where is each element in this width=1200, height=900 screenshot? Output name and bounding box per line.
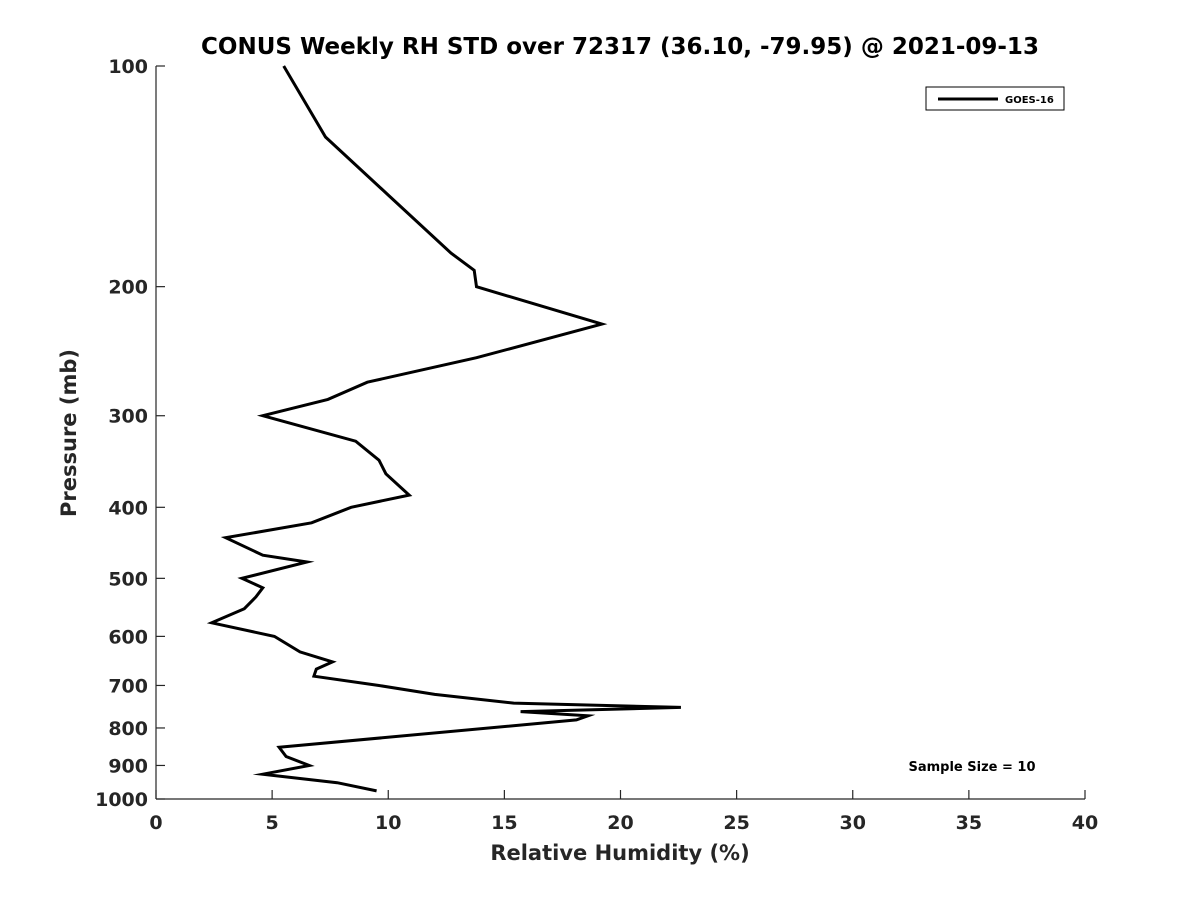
series-line-goes-16 (206, 65, 681, 793)
x-tick-label: 5 (266, 812, 279, 834)
x-tick-label: 30 (840, 812, 866, 834)
x-tick-label: 20 (607, 812, 633, 834)
x-tick-label: 15 (491, 812, 517, 834)
y-tick-label: 200 (108, 277, 148, 299)
y-tick-label: 500 (108, 568, 148, 590)
y-tick-label: 400 (108, 497, 148, 519)
x-tick-label: 35 (956, 812, 982, 834)
x-axis-title: Relative Humidity (%) (490, 841, 749, 865)
y-tick-label: 300 (108, 406, 148, 428)
y-tick-label: 800 (108, 718, 148, 740)
chart-title: CONUS Weekly RH STD over 72317 (36.10, -… (201, 34, 1039, 60)
legend-label-goes-16: GOES-16 (1005, 95, 1054, 106)
x-tick-label: 0 (149, 812, 162, 834)
x-tick-label: 25 (723, 812, 749, 834)
axes: 0 5 10 15 20 25 30 35 40 100 200 300 400 500 600 700 800… (95, 56, 1098, 834)
y-tick-label: 600 (108, 626, 148, 648)
legend: GOES-16 (925, 86, 1065, 111)
y-tick-label: 100 (108, 56, 148, 78)
plot-area (206, 65, 681, 793)
sample-size-annotation: Sample Size = 10 (908, 760, 1035, 775)
x-tick-label: 40 (1072, 812, 1098, 834)
y-axis-title: Pressure (mb) (57, 349, 81, 517)
y-tick-label: 1000 (95, 789, 148, 811)
x-tick-label: 10 (375, 812, 401, 834)
y-tick-label: 700 (108, 675, 148, 697)
y-tick-label: 900 (108, 755, 148, 777)
